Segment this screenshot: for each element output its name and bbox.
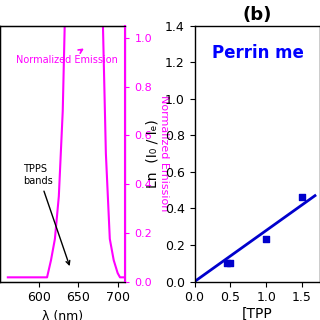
Text: Normalized Emission: Normalized Emission xyxy=(16,50,117,65)
Point xyxy=(228,261,233,266)
Point xyxy=(300,195,305,200)
Text: Perrin me: Perrin me xyxy=(212,44,304,62)
X-axis label: [TPP: [TPP xyxy=(242,307,273,320)
X-axis label: λ (nm): λ (nm) xyxy=(42,310,83,320)
Point xyxy=(264,236,269,241)
Text: TPPS
bands: TPPS bands xyxy=(24,164,70,265)
Y-axis label: Normalized Emission: Normalized Emission xyxy=(159,95,169,212)
Point xyxy=(224,261,229,266)
Y-axis label: Ln  (I₀ / Iₑ): Ln (I₀ / Iₑ) xyxy=(145,119,159,188)
Title: (b): (b) xyxy=(243,6,272,24)
